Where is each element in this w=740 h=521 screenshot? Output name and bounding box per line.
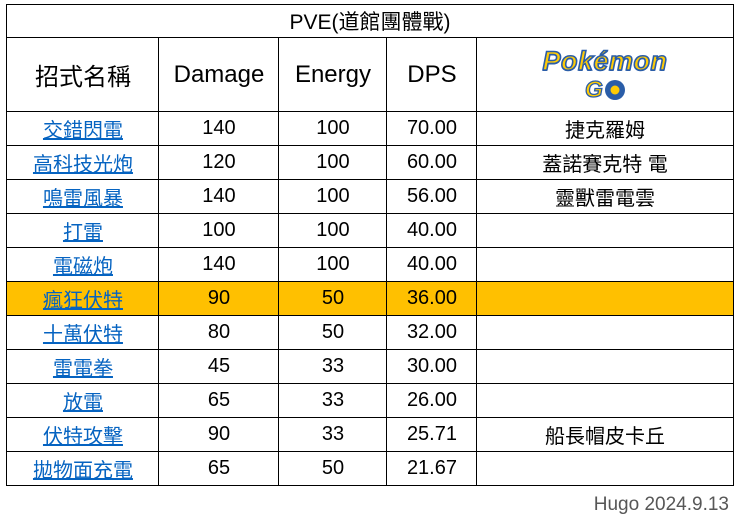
damage-cell: 90 xyxy=(158,417,280,452)
table-row: 打雷 100 100 40.00 xyxy=(6,213,734,248)
energy-cell: 100 xyxy=(278,111,388,146)
header-damage: Damage xyxy=(158,37,280,112)
dps-cell: 30.00 xyxy=(386,349,478,384)
table-header-row: 招式名稱 Damage Energy DPS Pokémon G xyxy=(6,37,734,112)
table-row: 交錯閃電 140 100 70.00 捷克羅姆 xyxy=(6,111,734,146)
dps-cell: 56.00 xyxy=(386,179,478,214)
header-dps: DPS xyxy=(386,37,478,112)
damage-cell: 65 xyxy=(158,451,280,486)
table-row: 拋物面充電 65 50 21.67 xyxy=(6,451,734,486)
move-link[interactable]: 拋物面充電 xyxy=(32,460,133,482)
pokemon-cell xyxy=(476,349,734,384)
pokemon-cell xyxy=(476,451,734,486)
pokemon-cell: 船長帽皮卡丘 xyxy=(476,417,734,452)
damage-cell: 65 xyxy=(158,383,280,418)
damage-cell: 120 xyxy=(158,145,280,180)
pokemon-logo-text: Pokémon xyxy=(542,46,668,76)
damage-cell: 140 xyxy=(158,179,280,214)
damage-cell: 140 xyxy=(158,111,280,146)
table-row: 雷電拳 45 33 30.00 xyxy=(6,349,734,384)
dps-cell: 21.67 xyxy=(386,451,478,486)
table-row: 電磁炮 140 100 40.00 xyxy=(6,247,734,282)
pokemon-cell: 靈獸雷電雲 xyxy=(476,179,734,214)
ultra-ball-icon xyxy=(604,79,625,100)
table-title-row: PVE(道館團體戰) xyxy=(6,4,734,38)
table-row: 伏特攻擊 90 33 25.71 船長帽皮卡丘 xyxy=(6,417,734,452)
dps-cell: 40.00 xyxy=(386,247,478,282)
header-move-name: 招式名稱 xyxy=(6,37,160,112)
header-energy: Energy xyxy=(278,37,388,112)
damage-cell: 80 xyxy=(158,315,280,350)
table-row-highlighted: 瘋狂伏特 90 50 36.00 xyxy=(6,281,734,316)
pokemon-cell xyxy=(476,213,734,248)
dps-cell: 36.00 xyxy=(386,281,478,316)
damage-cell: 45 xyxy=(158,349,280,384)
pokemon-go-logo: Pokémon G xyxy=(478,46,732,101)
table-row: 鳴雷風暴 140 100 56.00 靈獸雷電雲 xyxy=(6,179,734,214)
pokemon-cell xyxy=(476,315,734,350)
move-link[interactable]: 打雷 xyxy=(62,222,103,244)
move-link[interactable]: 鳴雷風暴 xyxy=(42,188,123,210)
damage-cell: 140 xyxy=(158,247,280,282)
move-link[interactable]: 雷電拳 xyxy=(52,358,113,380)
table-row: 高科技光炮 120 100 60.00 蓋諾賽克特 電 xyxy=(6,145,734,180)
dps-cell: 32.00 xyxy=(386,315,478,350)
pokemon-cell xyxy=(476,383,734,418)
go-logo-text: G xyxy=(584,77,625,101)
energy-cell: 33 xyxy=(278,383,388,418)
move-link[interactable]: 交錯閃電 xyxy=(42,120,123,142)
pokemon-cell: 捷克羅姆 xyxy=(476,111,734,146)
dps-cell: 25.71 xyxy=(386,417,478,452)
energy-cell: 33 xyxy=(278,349,388,384)
footer-credit: Hugo 2024.9.13 xyxy=(593,494,729,515)
energy-cell: 50 xyxy=(278,451,388,486)
page-title: PVE(道館團體戰) xyxy=(6,4,734,38)
move-link[interactable]: 瘋狂伏特 xyxy=(42,290,123,312)
energy-cell: 50 xyxy=(278,281,388,316)
table-row: 十萬伏特 80 50 32.00 xyxy=(6,315,734,350)
energy-cell: 100 xyxy=(278,213,388,248)
header-logo-cell: Pokémon G xyxy=(476,37,734,112)
pokemon-cell xyxy=(476,247,734,282)
move-link[interactable]: 十萬伏特 xyxy=(42,324,123,346)
energy-cell: 50 xyxy=(278,315,388,350)
energy-cell: 33 xyxy=(278,417,388,452)
move-link[interactable]: 放電 xyxy=(62,392,103,414)
damage-cell: 90 xyxy=(158,281,280,316)
dps-cell: 60.00 xyxy=(386,145,478,180)
dps-cell: 70.00 xyxy=(386,111,478,146)
damage-cell: 100 xyxy=(158,213,280,248)
move-table: PVE(道館團體戰) 招式名稱 Damage Energy DPS Pokémo… xyxy=(6,4,734,486)
move-link[interactable]: 伏特攻擊 xyxy=(42,426,123,448)
energy-cell: 100 xyxy=(278,247,388,282)
dps-cell: 40.00 xyxy=(386,213,478,248)
pokemon-cell: 蓋諾賽克特 電 xyxy=(476,145,734,180)
move-link[interactable]: 電磁炮 xyxy=(52,256,113,278)
table-row: 放電 65 33 26.00 xyxy=(6,383,734,418)
dps-cell: 26.00 xyxy=(386,383,478,418)
pokemon-cell xyxy=(476,281,734,316)
move-link[interactable]: 高科技光炮 xyxy=(32,154,133,176)
energy-cell: 100 xyxy=(278,179,388,214)
energy-cell: 100 xyxy=(278,145,388,180)
